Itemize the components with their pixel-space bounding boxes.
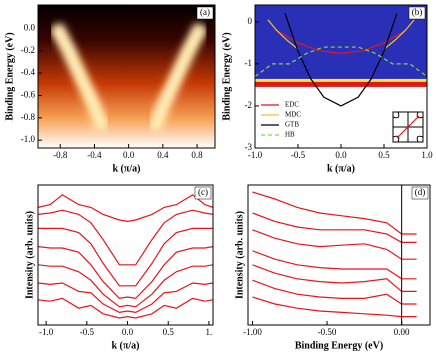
- x-tick-label: 0.5: [378, 150, 390, 160]
- line: [383, 19, 415, 50]
- dispersion: [151, 25, 204, 130]
- x-tick-label: -0.8: [53, 150, 68, 160]
- panel-label-box: [194, 186, 212, 200]
- x-tick-label: -0.50: [318, 327, 337, 337]
- panel: [252, 191, 417, 318]
- x-tick-label: -0.5: [291, 150, 306, 160]
- panel: [255, 5, 427, 107]
- x-tick-label: 0.0: [122, 327, 134, 337]
- panel-label-box: [411, 186, 429, 200]
- y-axis-label: Binding Energy (eV): [221, 32, 232, 120]
- x-axis-label: Binding Energy (eV): [295, 340, 383, 351]
- line: [252, 296, 417, 318]
- x-tick-label: 0.00: [394, 327, 410, 337]
- x-axis-label: k (π/a): [327, 163, 355, 174]
- line: [38, 246, 213, 300]
- x-tick-label: 1.: [206, 327, 213, 337]
- intensity-background: [38, 5, 215, 148]
- panel-label-box: [408, 6, 426, 20]
- line: [252, 250, 417, 280]
- line: [38, 209, 213, 266]
- y-tick-label: -0.8: [21, 112, 36, 122]
- line: [38, 264, 213, 308]
- y-tick-label: 0.0: [24, 23, 36, 33]
- panel-label: (a): [200, 7, 210, 17]
- y-tick-label: -2: [245, 100, 253, 110]
- axes-frame: [37, 184, 214, 326]
- x-tick-label: 0.8: [191, 150, 203, 160]
- line: [38, 297, 213, 319]
- line: [252, 279, 417, 305]
- y-tick-label: -3: [245, 142, 253, 152]
- y-tick-label: -1: [245, 58, 253, 68]
- x-tick-label: -1.0: [248, 150, 263, 160]
- y-tick-label: -1.0: [21, 134, 36, 144]
- y-tick-label: -0.2: [21, 45, 35, 55]
- legend-label: HB: [285, 131, 295, 139]
- legend-label: GTB: [285, 121, 299, 129]
- y-axis-label: Binding Energy (eV): [4, 32, 15, 120]
- line: [252, 229, 417, 260]
- x-axis-label: k (π/a): [112, 340, 140, 351]
- axes-frame: [37, 4, 216, 149]
- panel-label-box: [196, 6, 214, 20]
- axes-frame: [247, 184, 431, 326]
- x-tick-label: -0.4: [87, 150, 102, 160]
- line: [252, 191, 417, 235]
- dispersion: [53, 25, 106, 130]
- y-tick-label: -0.6: [21, 90, 36, 100]
- x-tick-label: 0.0: [123, 150, 135, 160]
- y-axis-label: Intensity (arb. units): [234, 211, 245, 299]
- line: [38, 194, 213, 223]
- line: [276, 29, 406, 54]
- x-tick-label: 0.0: [335, 150, 347, 160]
- legend-box: [259, 99, 317, 143]
- y-tick-label: 0: [248, 16, 253, 26]
- x-tick-label: -1.0: [39, 327, 54, 337]
- line: [267, 19, 299, 50]
- intensity-band: [255, 81, 427, 87]
- y-tick-label: -0.4: [21, 67, 36, 77]
- x-tick-label: 0.5: [163, 327, 175, 337]
- panel-label: (d): [415, 187, 426, 197]
- x-tick-label: 1.0: [421, 150, 433, 160]
- x-tick-label: -0.5: [80, 327, 95, 337]
- panel: [38, 5, 215, 148]
- y-axis-label: Intensity (arb. units): [24, 211, 35, 299]
- panel-label: (b): [412, 7, 423, 17]
- line: [252, 212, 417, 243]
- legend-label: MDC: [285, 111, 301, 119]
- inset-cut: [396, 115, 420, 139]
- line: [284, 13, 398, 107]
- legend-label: EDC: [285, 101, 299, 109]
- line: [252, 264, 417, 292]
- panel-label: (c): [198, 187, 208, 197]
- intensity-band: [255, 78, 427, 82]
- line: [255, 46, 427, 77]
- intensity-background: [255, 5, 427, 85]
- x-tick-label: 0.4: [157, 150, 169, 160]
- panel: [38, 194, 213, 319]
- line: [38, 227, 213, 287]
- line: [38, 282, 213, 314]
- x-tick-label: -1.00: [243, 327, 262, 337]
- x-axis-label: k (π/a): [113, 163, 141, 174]
